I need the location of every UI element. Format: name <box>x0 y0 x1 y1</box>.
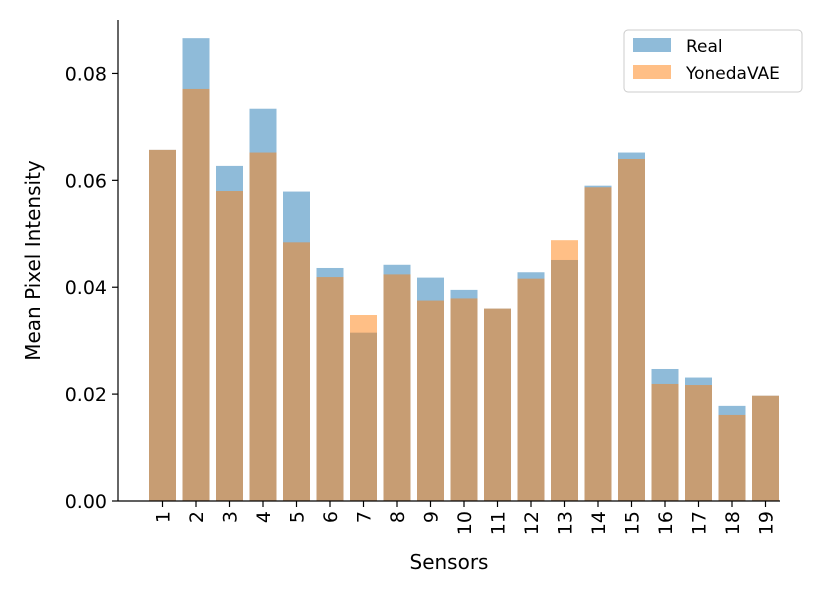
bar-yonedavae-3 <box>216 191 243 501</box>
x-tick-label-15: 15 <box>622 511 644 535</box>
bar-yonedavae-15 <box>618 158 645 501</box>
bar-yonedavae-9 <box>417 300 444 501</box>
bar-yonedavae-4 <box>249 152 277 502</box>
legend-swatch-yonedavae <box>633 65 671 79</box>
y-tick-label-1: 0.02 <box>65 384 107 406</box>
x-tick-label-7: 7 <box>354 511 376 523</box>
bar-yonedavae-16 <box>651 383 679 501</box>
bar-yonedavae-7 <box>350 315 377 501</box>
bar-yonedavae-17 <box>685 385 712 501</box>
bar-yonedavae-8 <box>383 274 411 501</box>
x-tick-label-5: 5 <box>287 511 309 523</box>
x-ticks: 1 2 3 4 5 6 7 8 9 10 11 12 13 14 15 16 17 18 19 <box>153 501 778 535</box>
x-axis-label: Sensors <box>410 550 489 574</box>
x-tick-label-13: 13 <box>555 511 577 535</box>
x-tick-label-17: 17 <box>689 511 711 535</box>
x-tick-label-4: 4 <box>253 511 275 523</box>
x-tick-label-19: 19 <box>756 511 778 535</box>
bar-yonedavae-5 <box>283 242 310 501</box>
legend-swatch-real <box>633 38 671 52</box>
y-ticks: 0.00 0.02 0.04 0.06 0.08 <box>65 63 118 513</box>
x-tick-label-14: 14 <box>588 511 610 535</box>
y-tick-label-0: 0.00 <box>65 491 107 513</box>
bar-yonedavae-14 <box>584 187 612 501</box>
y-axis-label: Mean Pixel Intensity <box>21 160 45 361</box>
bar-yonedavae-13 <box>551 240 578 501</box>
bar-yonedavae-18 <box>718 414 746 501</box>
x-tick-label-11: 11 <box>488 511 510 535</box>
x-tick-label-10: 10 <box>454 511 476 535</box>
bar-yonedavae-6 <box>316 277 344 501</box>
axes-layer <box>117 20 780 502</box>
legend-label-real: Real <box>686 37 723 57</box>
x-tick-label-8: 8 <box>387 511 409 523</box>
bar-yonedavae-11 <box>484 308 511 501</box>
x-tick-label-1: 1 <box>153 511 175 523</box>
legend: Real YonedaVAE <box>623 29 803 93</box>
bars-layer <box>149 38 779 502</box>
y-tick-label-2: 0.04 <box>65 277 107 299</box>
bar-yonedavae-12 <box>517 278 545 501</box>
legend-label-yonedavae: YonedaVAE <box>685 64 780 84</box>
x-tick-label-16: 16 <box>655 511 677 535</box>
bar-yonedavae-1 <box>149 149 176 501</box>
y-tick-label-4: 0.08 <box>65 63 107 85</box>
bar-yonedavae-2 <box>182 88 210 501</box>
bar-yonedavae-19 <box>752 395 779 501</box>
x-tick-label-2: 2 <box>186 511 208 523</box>
bar-yonedavae-10 <box>450 298 478 501</box>
x-tick-label-9: 9 <box>421 511 443 523</box>
x-tick-label-6: 6 <box>320 511 342 523</box>
x-tick-label-18: 18 <box>722 511 744 535</box>
x-tick-label-12: 12 <box>521 511 543 535</box>
y-tick-label-3: 0.06 <box>65 170 107 192</box>
x-tick-label-3: 3 <box>220 511 242 523</box>
